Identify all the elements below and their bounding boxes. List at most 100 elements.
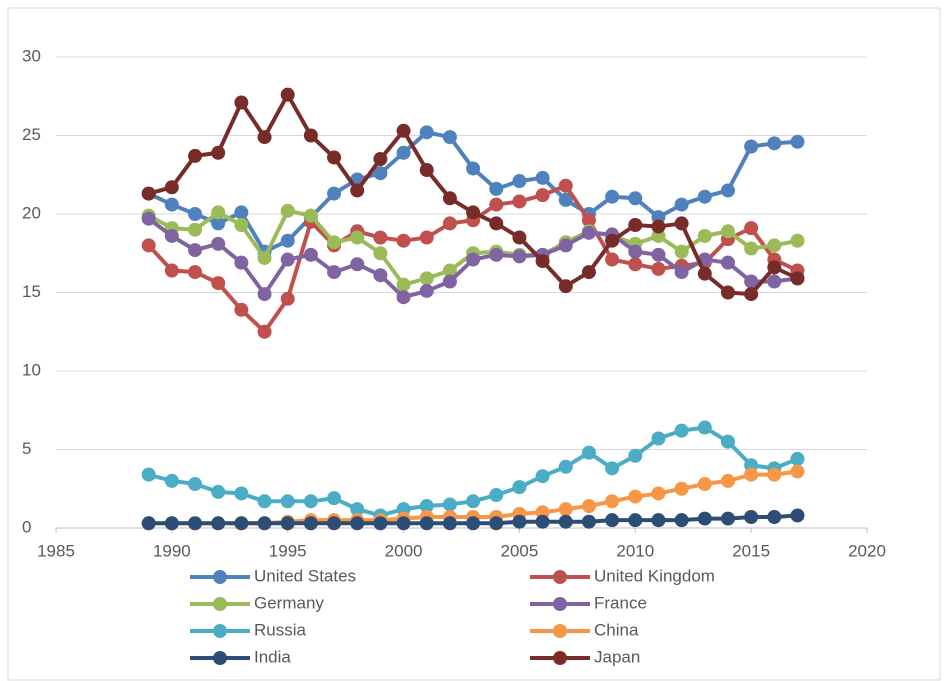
data-point bbox=[466, 205, 481, 220]
data-point bbox=[141, 186, 156, 201]
data-point bbox=[720, 511, 735, 526]
data-point bbox=[141, 516, 156, 531]
data-point bbox=[234, 486, 249, 501]
data-point bbox=[234, 205, 249, 220]
data-point bbox=[188, 243, 203, 258]
legend-label: Russia bbox=[254, 620, 307, 639]
data-point bbox=[512, 194, 527, 209]
y-tick-label: 20 bbox=[22, 203, 41, 222]
data-point bbox=[327, 186, 342, 201]
data-point bbox=[744, 287, 759, 302]
data-point bbox=[257, 250, 272, 265]
data-point bbox=[327, 265, 342, 280]
data-point bbox=[767, 238, 782, 253]
data-point bbox=[373, 230, 388, 245]
data-point bbox=[373, 268, 388, 283]
data-point bbox=[790, 271, 805, 286]
data-point bbox=[327, 516, 342, 531]
data-point bbox=[767, 136, 782, 151]
legend-label: China bbox=[594, 620, 639, 639]
data-point bbox=[373, 246, 388, 261]
data-point bbox=[628, 448, 643, 463]
data-point bbox=[303, 247, 318, 262]
data-point bbox=[234, 255, 249, 270]
data-point bbox=[396, 290, 411, 305]
data-point bbox=[512, 249, 527, 264]
data-point bbox=[744, 139, 759, 154]
data-point bbox=[280, 291, 295, 306]
data-point bbox=[674, 216, 689, 231]
legend-marker bbox=[213, 597, 227, 611]
data-point bbox=[628, 489, 643, 504]
data-point bbox=[720, 183, 735, 198]
data-point bbox=[141, 238, 156, 253]
data-point bbox=[512, 514, 527, 529]
data-point bbox=[489, 181, 504, 196]
data-point bbox=[141, 211, 156, 226]
data-point bbox=[442, 216, 457, 231]
data-point bbox=[720, 434, 735, 449]
data-point bbox=[211, 236, 226, 251]
data-point bbox=[164, 228, 179, 243]
data-point bbox=[257, 494, 272, 509]
data-point bbox=[535, 170, 550, 185]
data-point bbox=[628, 513, 643, 528]
legend-marker bbox=[213, 651, 227, 665]
data-point bbox=[628, 191, 643, 206]
data-point bbox=[489, 197, 504, 212]
data-point bbox=[605, 233, 620, 248]
data-point bbox=[558, 279, 573, 294]
data-point bbox=[280, 252, 295, 267]
data-point bbox=[350, 183, 365, 198]
data-point bbox=[744, 241, 759, 256]
data-point bbox=[790, 233, 805, 248]
data-point bbox=[605, 494, 620, 509]
data-point bbox=[419, 230, 434, 245]
data-point bbox=[419, 163, 434, 178]
data-point bbox=[350, 230, 365, 245]
x-tick-label: 2015 bbox=[732, 541, 770, 560]
data-point bbox=[188, 477, 203, 492]
y-tick-label: 30 bbox=[22, 46, 41, 65]
data-point bbox=[628, 257, 643, 272]
data-point bbox=[697, 420, 712, 435]
legend-marker bbox=[553, 651, 567, 665]
data-point bbox=[373, 166, 388, 181]
data-point bbox=[442, 497, 457, 512]
data-point bbox=[535, 469, 550, 484]
data-point bbox=[489, 216, 504, 231]
data-point bbox=[767, 467, 782, 482]
data-point bbox=[164, 180, 179, 195]
chart-border bbox=[7, 7, 941, 681]
data-point bbox=[558, 514, 573, 529]
data-point bbox=[257, 516, 272, 531]
data-point bbox=[234, 302, 249, 317]
data-point bbox=[257, 130, 272, 145]
data-point bbox=[396, 233, 411, 248]
legend-marker bbox=[553, 624, 567, 638]
x-tick-label: 2005 bbox=[501, 541, 539, 560]
legend-marker bbox=[553, 570, 567, 584]
data-point bbox=[442, 191, 457, 206]
data-point bbox=[697, 266, 712, 281]
data-point bbox=[280, 494, 295, 509]
data-point bbox=[651, 431, 666, 446]
x-tick-label: 2000 bbox=[385, 541, 423, 560]
data-point bbox=[558, 502, 573, 517]
data-point bbox=[581, 213, 596, 228]
x-tick-label: 2020 bbox=[848, 541, 886, 560]
data-point bbox=[280, 233, 295, 248]
data-point bbox=[303, 208, 318, 223]
y-tick-label: 5 bbox=[22, 439, 31, 458]
data-point bbox=[674, 197, 689, 212]
data-point bbox=[697, 511, 712, 526]
data-point bbox=[605, 461, 620, 476]
data-point bbox=[581, 445, 596, 460]
data-point bbox=[442, 130, 457, 145]
data-point bbox=[396, 277, 411, 292]
x-tick-label: 2010 bbox=[616, 541, 654, 560]
data-point bbox=[211, 276, 226, 291]
data-point bbox=[350, 257, 365, 272]
data-point bbox=[674, 481, 689, 496]
y-tick-label: 15 bbox=[22, 282, 41, 301]
